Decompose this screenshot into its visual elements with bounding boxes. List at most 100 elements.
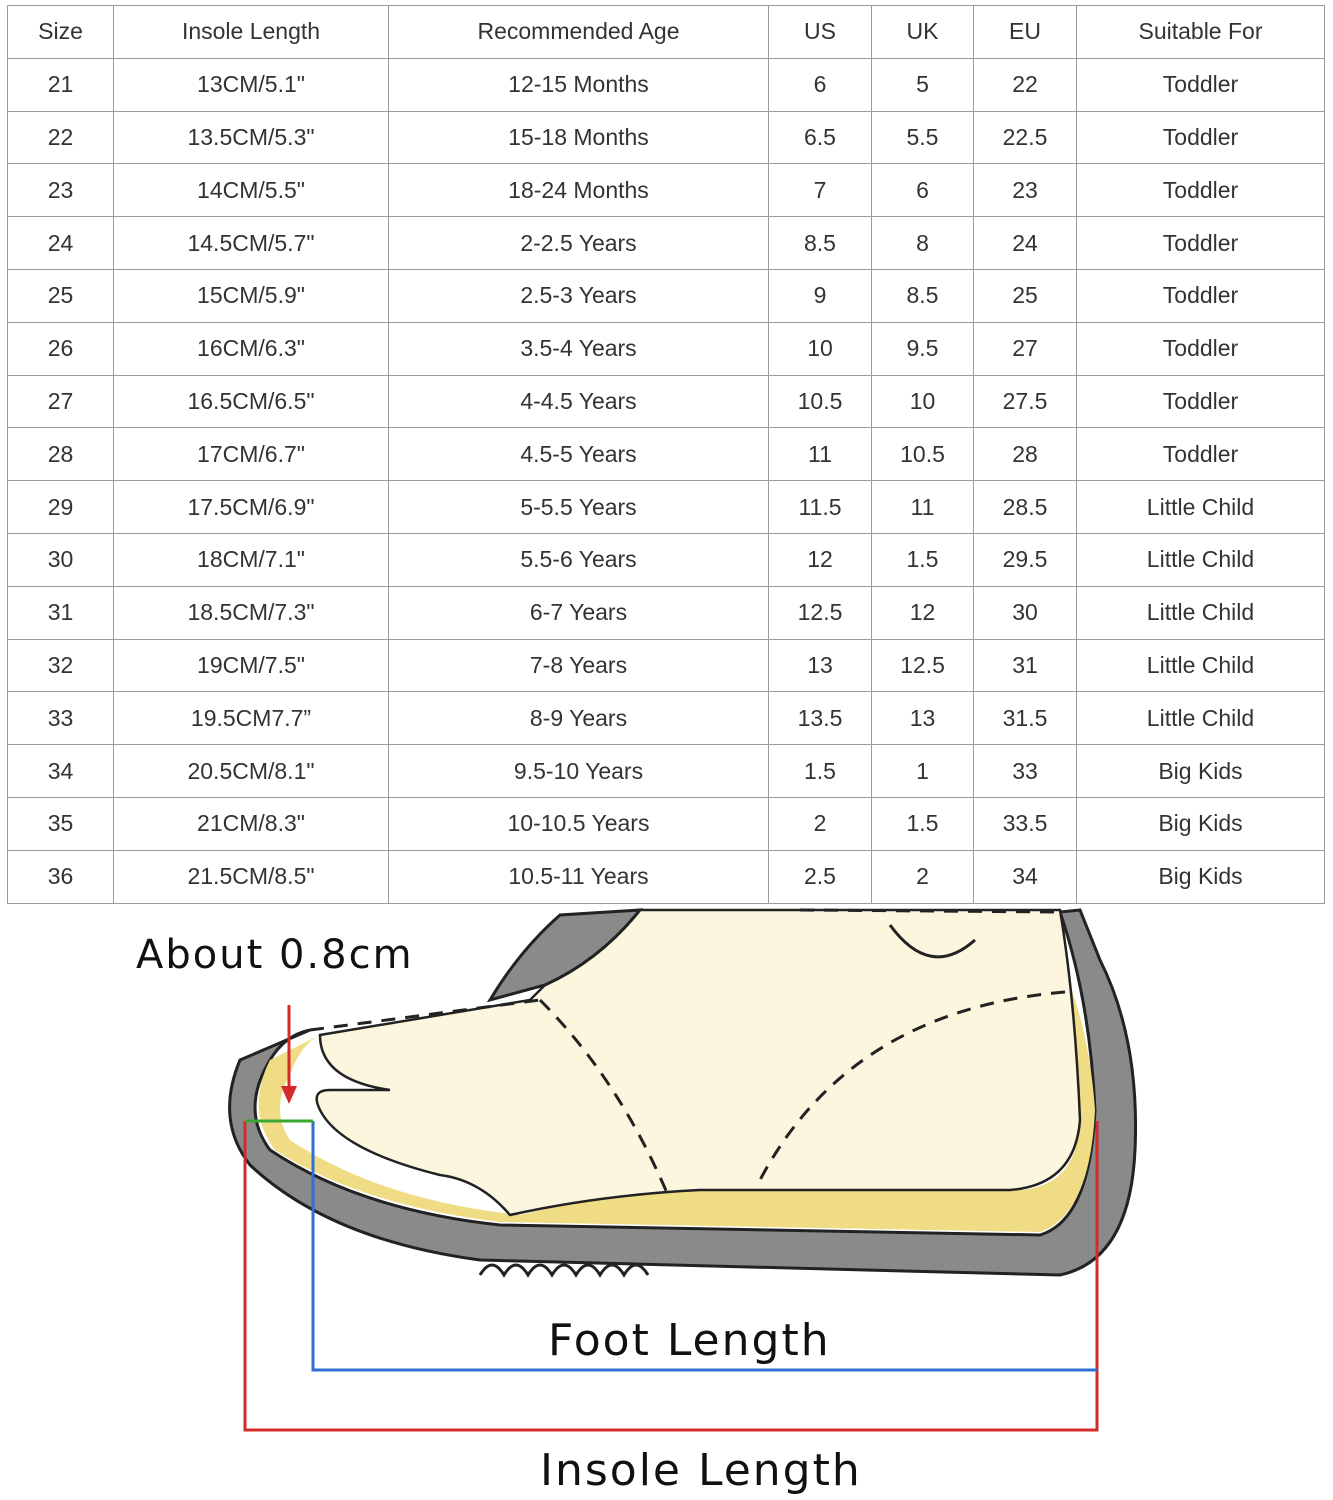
table-cell: 2-2.5 Years <box>388 216 769 270</box>
table-cell: 6 <box>768 57 872 112</box>
table-row: 32 19CM/7.5" 7-8 Years 13 12.5 31 Little Child <box>7 638 1325 693</box>
table-cell: 10 <box>871 374 974 429</box>
table-cell: 1.5 <box>871 796 974 851</box>
table-cell: 15CM/5.9" <box>113 268 389 323</box>
table-cell: Toddler <box>1076 216 1325 270</box>
table-cell: 27 <box>7 374 114 429</box>
column-header: Suitable For <box>1076 5 1325 59</box>
table-cell: Big Kids <box>1076 796 1325 851</box>
table-row: 36 21.5CM/8.5" 10.5-11 Years 2.5 2 34 Big Kids <box>7 849 1325 904</box>
table-cell: 18-24 Months <box>388 163 769 218</box>
table-cell: 7 <box>768 163 872 218</box>
table-cell: Toddler <box>1076 57 1325 112</box>
table-cell: 28.5 <box>973 480 1077 534</box>
table-cell: 10.5 <box>871 427 974 482</box>
table-cell: 13CM/5.1" <box>113 57 389 112</box>
table-cell: 7-8 Years <box>388 638 769 693</box>
column-header: Recommended Age <box>388 5 769 59</box>
table-cell: 2.5 <box>768 849 872 904</box>
table-cell: 13 <box>768 638 872 693</box>
table-cell: 21 <box>7 57 114 112</box>
table-cell: 1 <box>871 744 974 798</box>
table-cell: Toddler <box>1076 374 1325 429</box>
column-header: UK <box>871 5 974 59</box>
table-cell: 31 <box>973 638 1077 693</box>
foot-length-label: Foot Length <box>548 1315 831 1366</box>
column-header: Insole Length <box>113 5 389 59</box>
table-cell: 23 <box>7 163 114 218</box>
table-cell: Toddler <box>1076 110 1325 165</box>
table-cell: 5.5 <box>871 110 974 165</box>
table-cell: 26 <box>7 321 114 376</box>
insole-length-label: Insole Length <box>540 1445 862 1496</box>
toe-gap-label: About 0.8cm <box>136 932 414 978</box>
table-row: 28 17CM/6.7" 4.5-5 Years 11 10.5 28 Toddler <box>7 427 1325 482</box>
table-cell: 10.5 <box>768 374 872 429</box>
table-cell: 34 <box>973 849 1077 904</box>
table-row: 33 19.5CM7.7” 8-9 Years 13.5 13 31.5 Little Ch… <box>7 691 1325 746</box>
table-cell: 24 <box>7 216 114 270</box>
table-row: 31 18.5CM/7.3" 6-7 Years 12.5 12 30 Little Chi… <box>7 585 1325 640</box>
insole-length-line <box>243 1121 1099 1432</box>
table-cell: 12.5 <box>768 585 872 640</box>
table-cell: 29.5 <box>973 532 1077 587</box>
table-cell: 14.5CM/5.7" <box>113 216 389 270</box>
table-row: 30 18CM/7.1" 5.5-6 Years 12 1.5 29.5 Little Ch… <box>7 532 1325 587</box>
table-cell: 34 <box>7 744 114 798</box>
table-cell: 19CM/7.5" <box>113 638 389 693</box>
table-cell: 5 <box>871 57 974 112</box>
table-cell: 33 <box>7 691 114 746</box>
table-cell: 4-4.5 Years <box>388 374 769 429</box>
table-cell: 35 <box>7 796 114 851</box>
table-row: 21 13CM/5.1" 12-15 Months 6 5 22 Toddler <box>7 57 1325 112</box>
shoe-sole <box>228 908 1138 1277</box>
table-cell: 31.5 <box>973 691 1077 746</box>
size-chart-table: Size Insole Length Recommended Age US UK EU Su… <box>7 5 1325 904</box>
table-row: 25 15CM/5.9" 2.5-3 Years 9 8.5 25 Toddler <box>7 268 1325 323</box>
table-cell: 28 <box>7 427 114 482</box>
table-row: 23 14CM/5.5" 18-24 Months 7 6 23 Toddler <box>7 163 1325 218</box>
table-row: 29 17.5CM/6.9" 5-5.5 Years 11.5 11 28.5 Little… <box>7 480 1325 534</box>
table-row: 27 16.5CM/6.5" 4-4.5 Years 10.5 10 27.5 Toddle… <box>7 374 1325 429</box>
table-cell: 11.5 <box>768 480 872 534</box>
table-cell: 10-10.5 Years <box>388 796 769 851</box>
table-cell: Big Kids <box>1076 849 1325 904</box>
table-cell: 23 <box>973 163 1077 218</box>
table-cell: Little Child <box>1076 638 1325 693</box>
table-cell: 13.5CM/5.3" <box>113 110 389 165</box>
table-cell: 13 <box>871 691 974 746</box>
table-cell: 13.5 <box>768 691 872 746</box>
table-cell: 36 <box>7 849 114 904</box>
column-header: EU <box>973 5 1077 59</box>
table-cell: Little Child <box>1076 585 1325 640</box>
table-header-row: Size Insole Length Recommended Age US UK EU Su… <box>7 5 1325 59</box>
table-cell: 11 <box>871 480 974 534</box>
table-cell: 25 <box>7 268 114 323</box>
table-row: 26 16CM/6.3" 3.5-4 Years 10 9.5 27 Toddler <box>7 321 1325 376</box>
table-cell: Toddler <box>1076 321 1325 376</box>
table-cell: 5.5-6 Years <box>388 532 769 587</box>
table-cell: Little Child <box>1076 532 1325 587</box>
table-cell: 22 <box>973 57 1077 112</box>
table-cell: 12 <box>768 532 872 587</box>
table-cell: 30 <box>973 585 1077 640</box>
table-cell: 8 <box>871 216 974 270</box>
table-cell: Toddler <box>1076 163 1325 218</box>
table-cell: 10 <box>768 321 872 376</box>
table-cell: Little Child <box>1076 691 1325 746</box>
table-cell: 12 <box>871 585 974 640</box>
table-cell: Toddler <box>1076 268 1325 323</box>
table-row: 35 21CM/8.3" 10-10.5 Years 2 1.5 33.5 Big Kids <box>7 796 1325 851</box>
table-cell: 8.5 <box>768 216 872 270</box>
table-cell: Big Kids <box>1076 744 1325 798</box>
foot-length-line <box>311 1121 1097 1372</box>
table-cell: 9.5 <box>871 321 974 376</box>
table-cell: 21.5CM/8.5" <box>113 849 389 904</box>
table-cell: 8-9 Years <box>388 691 769 746</box>
table-cell: 2 <box>768 796 872 851</box>
table-cell: 3.5-4 Years <box>388 321 769 376</box>
table-cell: 24 <box>973 216 1077 270</box>
table-cell: 31 <box>7 585 114 640</box>
table-cell: 2 <box>871 849 974 904</box>
table-cell: 18.5CM/7.3" <box>113 585 389 640</box>
